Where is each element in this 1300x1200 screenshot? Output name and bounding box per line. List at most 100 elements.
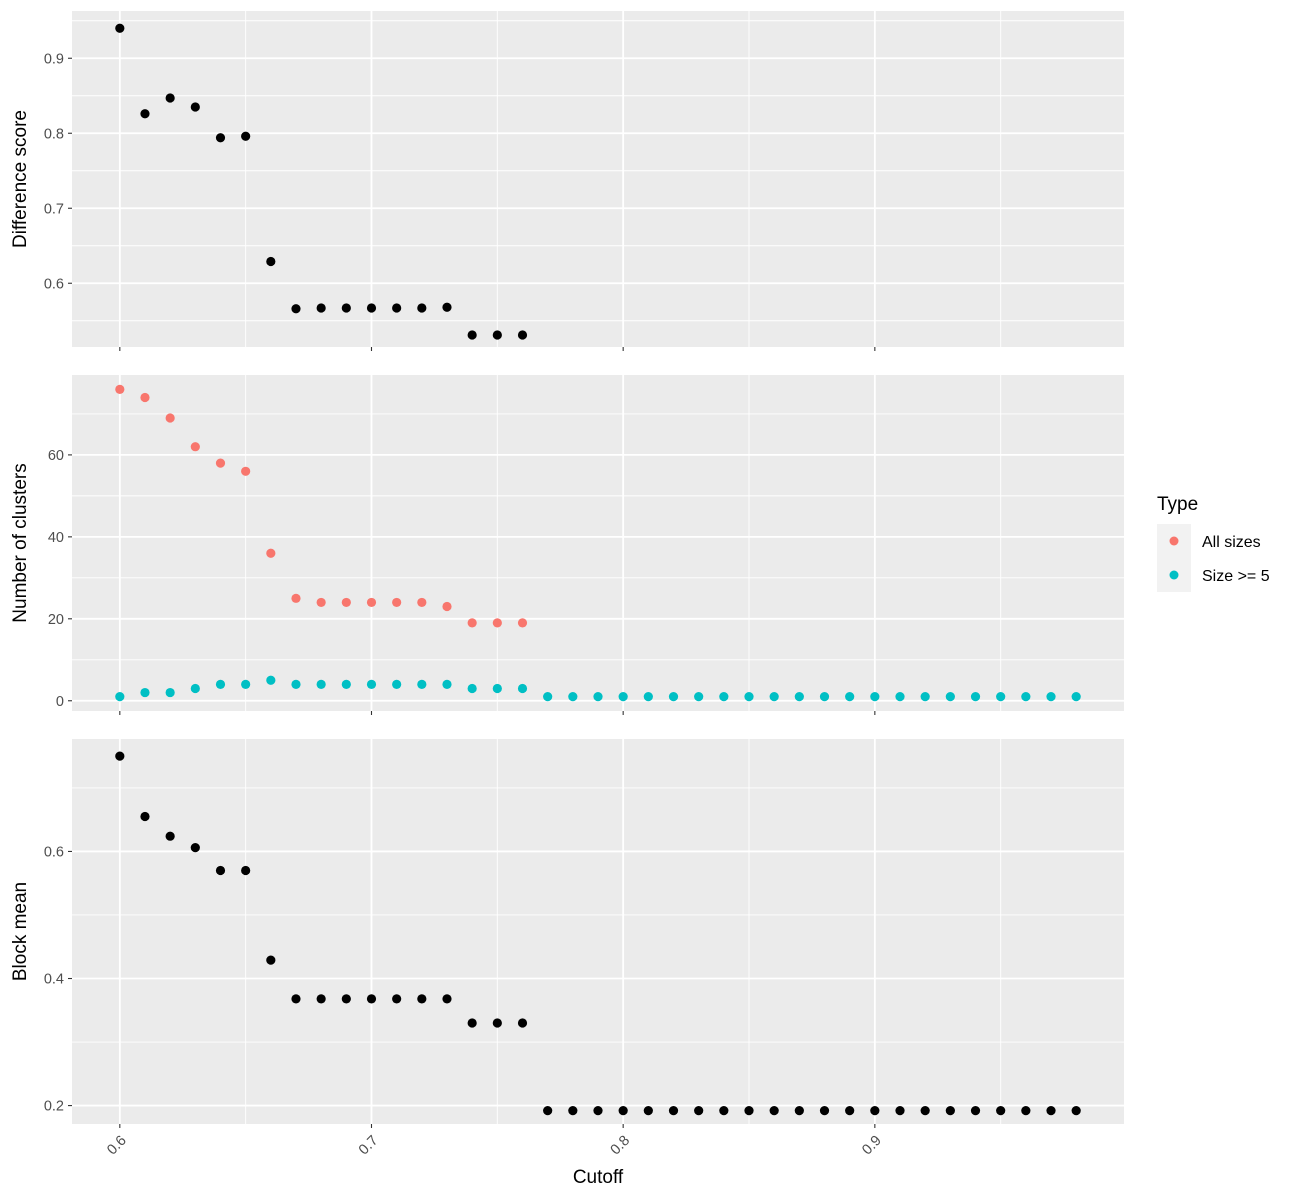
- block-mean-data-point: [140, 811, 150, 822]
- number-of-clusters-data-point: [543, 692, 553, 702]
- block-mean-data-point: [165, 831, 175, 841]
- legend-key-size-5: [1169, 570, 1179, 580]
- block-mean-data-point: [593, 1106, 603, 1116]
- block-mean-data-point: [543, 1106, 553, 1116]
- block-mean-data-point: [870, 1106, 880, 1116]
- block-mean-data-point: [996, 1106, 1006, 1116]
- number-of-clusters-y-tick-label: 40: [48, 530, 64, 546]
- difference-score-data-point: [417, 303, 427, 313]
- number-of-clusters-data-point: [140, 687, 150, 698]
- number-of-clusters-data-point: [316, 679, 326, 689]
- number-of-clusters-data-point: [492, 618, 502, 628]
- block-mean-data-point: [392, 994, 402, 1004]
- number-of-clusters-data-point: [593, 692, 603, 702]
- number-of-clusters-data-point: [366, 597, 377, 608]
- block-mean-series-0: [115, 751, 1081, 1116]
- block-mean-data-point: [845, 1106, 855, 1116]
- number-of-clusters-data-point: [744, 692, 754, 702]
- number-of-clusters-data-point: [1046, 692, 1056, 702]
- block-mean-x-tick-label: 0.6: [104, 1133, 130, 1159]
- block-mean-data-point: [769, 1106, 779, 1116]
- block-mean-data-point: [920, 1106, 930, 1116]
- number-of-clusters-data-point: [266, 675, 276, 685]
- number-of-clusters-data-point: [215, 458, 226, 468]
- block-mean-data-point: [794, 1106, 804, 1116]
- number-of-clusters-data-point: [970, 692, 981, 702]
- panel-block-mean: 0.2 0.4 0.6 0.6 0.7 0.8 0.9 Block mean: [10, 739, 1124, 1158]
- number-of-clusters-data-point: [895, 692, 905, 702]
- number-of-clusters-data-point: [341, 597, 351, 608]
- block-mean-data-point: [442, 994, 452, 1004]
- difference-score-data-point: [392, 303, 402, 313]
- number-of-clusters-data-point: [140, 392, 150, 403]
- number-of-clusters-y-tick-label: 20: [48, 612, 64, 628]
- legend-label-size-5: Size >= 5: [1202, 568, 1270, 585]
- number-of-clusters-data-point: [241, 679, 251, 689]
- block-mean-data-point: [1071, 1106, 1081, 1116]
- block-mean-data-point: [970, 1106, 981, 1116]
- block-mean-y-tick-label: 0.6: [44, 844, 64, 860]
- difference-score-data-point: [366, 303, 377, 313]
- block-mean-data-point: [467, 1018, 477, 1028]
- number-of-clusters-data-point: [115, 692, 125, 702]
- block-mean-data-point: [517, 1018, 528, 1028]
- block-mean-data-point: [190, 843, 200, 853]
- number-of-clusters-data-point: [165, 413, 175, 423]
- number-of-clusters-data-point: [845, 692, 855, 702]
- number-of-clusters-data-point: [291, 679, 301, 689]
- number-of-clusters-data-point: [719, 692, 729, 702]
- number-of-clusters-data-point: [668, 692, 679, 702]
- difference-score-data-point: [140, 109, 150, 119]
- number-of-clusters-data-point: [467, 618, 477, 628]
- legend-label-all-sizes: All sizes: [1202, 534, 1261, 551]
- block-mean-panel-background: [72, 739, 1124, 1124]
- block-mean-data-point: [819, 1106, 830, 1116]
- block-mean-data-point: [266, 955, 276, 965]
- difference-score-data-point: [442, 302, 452, 312]
- legend-key-all-sizes: [1169, 536, 1179, 546]
- panel-difference-score: 0.6 0.7 0.8 0.9 Difference score: [10, 11, 1124, 351]
- block-mean-data-point: [366, 994, 377, 1004]
- block-mean-data-point: [291, 994, 301, 1004]
- difference-score-data-point: [190, 102, 200, 112]
- block-mean-y-tick-label: 0.2: [44, 1099, 64, 1115]
- number-of-clusters-data-point: [517, 683, 528, 694]
- number-of-clusters-y-tick-label: 60: [48, 448, 64, 464]
- block-mean-data-point: [316, 994, 326, 1004]
- block-mean-data-point: [1021, 1106, 1031, 1116]
- number-of-clusters-data-point: [819, 692, 830, 702]
- number-of-clusters-data-point: [341, 679, 351, 689]
- x-axis-title: Cutoff: [573, 1167, 624, 1188]
- number-of-clusters-data-point: [392, 679, 402, 689]
- block-mean-data-point: [945, 1106, 955, 1116]
- number-of-clusters-y-axis-title: Number of clusters: [10, 463, 31, 622]
- difference-score-y-tick-label: 0.9: [44, 51, 64, 67]
- number-of-clusters-data-point: [266, 548, 276, 558]
- number-of-clusters-series-1: [115, 675, 1081, 702]
- block-mean-data-point: [643, 1106, 653, 1116]
- difference-score-y-axis-title: Difference score: [10, 110, 31, 248]
- number-of-clusters-y-tick-label: 0: [56, 694, 64, 710]
- difference-score-y-tick-label: 0.6: [44, 276, 64, 292]
- legend-title: Type: [1157, 494, 1198, 515]
- block-mean-data-point: [417, 994, 427, 1004]
- number-of-clusters-data-point: [316, 597, 326, 608]
- number-of-clusters-panel-background: [72, 375, 1124, 711]
- number-of-clusters-data-point: [794, 692, 804, 702]
- number-of-clusters-data-point: [115, 384, 125, 394]
- difference-score-data-point: [266, 256, 276, 267]
- number-of-clusters-data-point: [366, 679, 377, 689]
- number-of-clusters-data-point: [945, 692, 955, 702]
- number-of-clusters-data-point: [417, 679, 427, 689]
- difference-score-data-point: [215, 133, 226, 143]
- difference-score-panel-background: [72, 11, 1124, 347]
- block-mean-x-tick-label: 0.8: [608, 1133, 634, 1159]
- block-mean-data-point: [719, 1106, 729, 1116]
- number-of-clusters-data-point: [492, 683, 502, 694]
- number-of-clusters-data-point: [190, 442, 200, 452]
- difference-score-data-point: [341, 303, 351, 313]
- number-of-clusters-data-point: [1021, 692, 1031, 702]
- block-mean-x-tick-label: 0.7: [356, 1133, 382, 1159]
- number-of-clusters-data-point: [643, 692, 653, 702]
